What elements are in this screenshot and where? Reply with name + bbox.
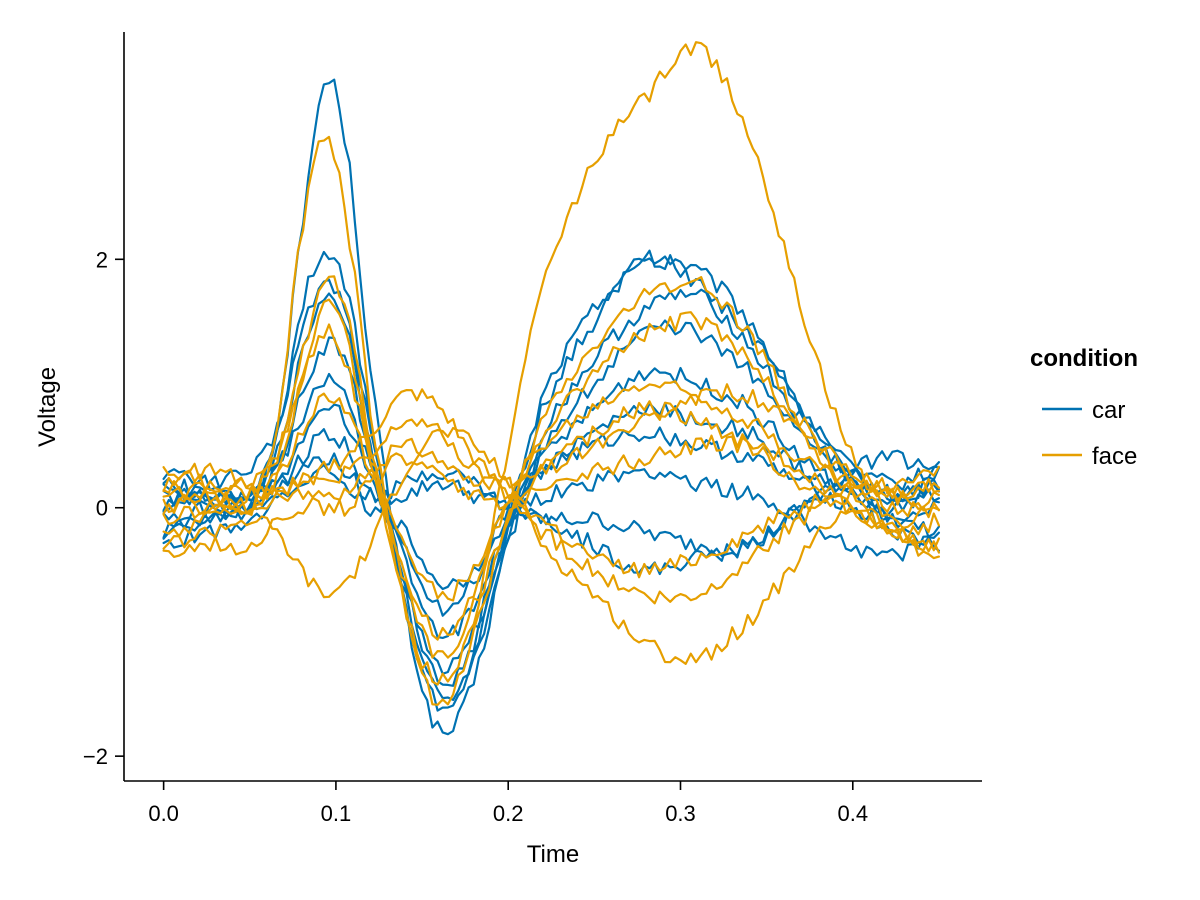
x-tick-label: 0.0 (148, 801, 179, 826)
y-ticks: −2 0 2 (83, 247, 124, 769)
legend-label-car: car (1092, 397, 1125, 424)
y-axis-title: Voltage (34, 367, 61, 447)
series-line-car (162, 278, 940, 701)
series-line-face (162, 323, 940, 641)
x-ticks: 0.0 0.1 0.2 0.3 0.4 (148, 781, 868, 826)
series-line-face (162, 388, 940, 605)
legend-label-face: face (1092, 443, 1137, 470)
legend-title: condition (1030, 345, 1138, 372)
series-line-face (162, 383, 940, 517)
series-line-face (162, 434, 940, 558)
series-line-face (162, 418, 940, 579)
y-tick-label: 0 (96, 496, 108, 521)
x-tick-label: 0.1 (321, 801, 352, 826)
series-line-car (162, 336, 940, 675)
x-tick-label: 0.3 (665, 801, 696, 826)
series-line-car (162, 449, 940, 576)
x-tick-label: 0.4 (837, 801, 868, 826)
series-line-face (162, 426, 940, 665)
series-layer (162, 41, 940, 736)
y-tick-label: −2 (83, 744, 108, 769)
series-line-face (162, 41, 940, 686)
series-line-car (162, 403, 940, 617)
series-line-car (162, 426, 940, 591)
legend: condition car face (1030, 345, 1138, 470)
series-line-car (162, 372, 940, 639)
series-line-face (162, 275, 940, 706)
y-tick-label: 2 (96, 247, 108, 272)
x-tick-label: 0.2 (493, 801, 524, 826)
series-line-face (162, 298, 940, 659)
x-axis-title: Time (527, 841, 579, 868)
